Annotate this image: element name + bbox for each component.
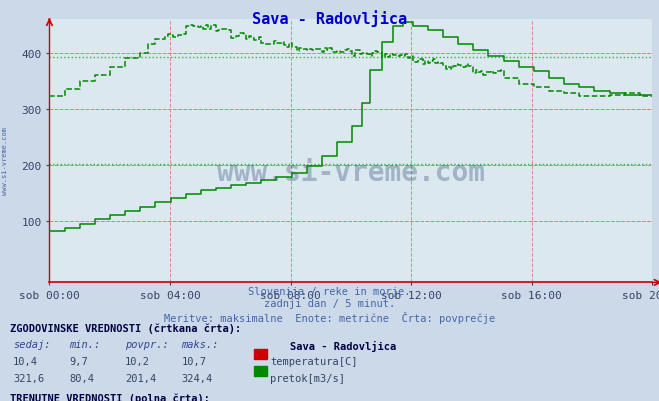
Text: maks.:: maks.: (181, 340, 219, 350)
Text: www.si-vreme.com: www.si-vreme.com (217, 158, 485, 186)
Text: 201,4: 201,4 (125, 373, 156, 383)
Text: Sava - Radovljica: Sava - Radovljica (252, 10, 407, 27)
Text: Sava - Radovljica: Sava - Radovljica (290, 340, 396, 350)
Text: 324,4: 324,4 (181, 373, 212, 383)
Text: 80,4: 80,4 (69, 373, 94, 383)
Text: Meritve: maksimalne  Enote: metrične  Črta: povprečje: Meritve: maksimalne Enote: metrične Črta… (164, 311, 495, 323)
Text: Slovenija / reke in morje.: Slovenija / reke in morje. (248, 287, 411, 297)
Text: 9,7: 9,7 (69, 356, 88, 367)
Text: 321,6: 321,6 (13, 373, 44, 383)
Text: www.si-vreme.com: www.si-vreme.com (2, 126, 9, 194)
Text: temperatura[C]: temperatura[C] (270, 356, 358, 367)
Text: pretok[m3/s]: pretok[m3/s] (270, 373, 345, 383)
Text: 10,4: 10,4 (13, 356, 38, 367)
Text: TRENUTNE VREDNOSTI (polna črta):: TRENUTNE VREDNOSTI (polna črta): (10, 393, 210, 401)
Text: min.:: min.: (69, 340, 100, 350)
Text: 10,2: 10,2 (125, 356, 150, 367)
Text: 10,7: 10,7 (181, 356, 206, 367)
Text: ZGODOVINSKE VREDNOSTI (črtkana črta):: ZGODOVINSKE VREDNOSTI (črtkana črta): (10, 323, 241, 333)
Text: sedaj:: sedaj: (13, 340, 51, 350)
Text: povpr.:: povpr.: (125, 340, 169, 350)
Text: zadnji dan / 5 minut.: zadnji dan / 5 minut. (264, 299, 395, 309)
